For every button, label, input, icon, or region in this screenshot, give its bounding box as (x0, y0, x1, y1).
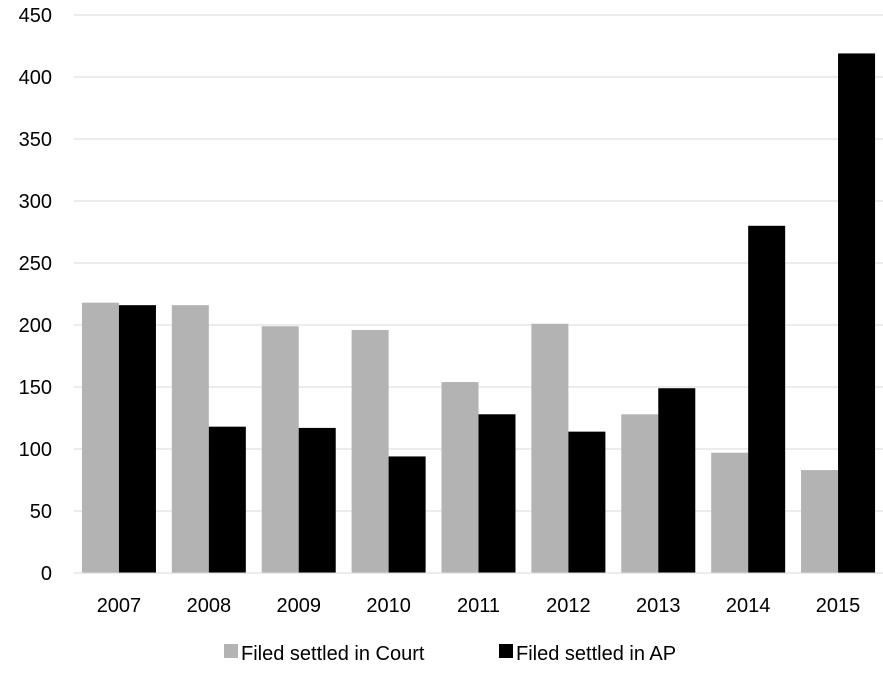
bar-ap-2015 (838, 53, 876, 573)
x-tick-label: 2010 (366, 595, 411, 617)
bar-court-2013 (621, 414, 659, 573)
bar-ap-2014 (748, 225, 786, 574)
bar-court-2010 (351, 329, 389, 573)
x-tick-label: 2008 (187, 595, 232, 617)
y-axis-tick-labels: 0 50 100 150 200 250 300 350 400 450 (19, 5, 52, 585)
bars (81, 53, 876, 574)
bar-court-2015 (801, 470, 839, 573)
x-tick-label: 2014 (726, 595, 771, 617)
y-tick-label: 150 (19, 377, 52, 399)
x-tick-label: 2011 (457, 595, 500, 617)
bar-ap-2013 (658, 388, 696, 573)
x-tick-label: 2012 (546, 595, 591, 617)
y-tick-label: 450 (19, 5, 52, 27)
legend-swatch-court (224, 644, 238, 658)
bar-court-2012 (531, 323, 569, 573)
bar-court-2007 (81, 302, 119, 573)
bar-court-2011 (441, 382, 479, 573)
y-tick-label: 50 (30, 501, 52, 523)
legend-label-ap: Filed settled in AP (516, 643, 676, 665)
bar-court-2014 (711, 452, 749, 573)
bar-ap-2012 (568, 431, 606, 573)
x-tick-label: 2007 (97, 595, 142, 617)
bar-ap-2011 (478, 414, 516, 573)
bar-ap-2009 (298, 427, 336, 573)
y-tick-label: 400 (19, 67, 52, 89)
legend-swatch-ap (499, 644, 513, 658)
bar-court-2009 (261, 326, 299, 573)
y-tick-label: 100 (19, 439, 52, 461)
x-tick-label: 2009 (276, 595, 321, 617)
bar-court-2008 (171, 305, 209, 573)
bar-ap-2010 (388, 456, 426, 573)
y-tick-label: 200 (19, 315, 52, 337)
y-tick-label: 0 (41, 563, 52, 585)
legend: Filed settled in Court Filed settled in A… (224, 643, 676, 665)
y-tick-label: 350 (19, 129, 52, 151)
y-tick-label: 300 (19, 191, 52, 213)
legend-label-court: Filed settled in Court (241, 643, 425, 665)
y-tick-label: 250 (19, 253, 52, 275)
bar-ap-2007 (118, 305, 156, 573)
x-tick-label: 2013 (636, 595, 681, 617)
bar-ap-2008 (208, 426, 246, 573)
x-axis-tick-labels: 2007 2008 2009 2010 2011 2012 2013 2014 2015 (97, 595, 861, 617)
x-tick-label: 2015 (816, 595, 861, 617)
